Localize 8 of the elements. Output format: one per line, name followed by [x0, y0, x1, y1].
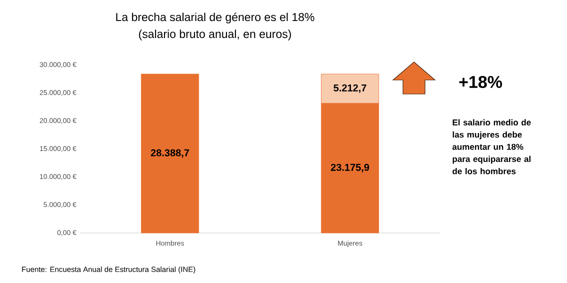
text: +18%: [459, 76, 502, 88]
data-label: 5.212,7: [334, 84, 366, 93]
data-label: 28.388,7: [150, 149, 190, 158]
chart-title: La brecha salarial de género es el 18%: [116, 12, 314, 24]
data-label: 23.175,9: [330, 164, 370, 172]
bar: [141, 74, 200, 234]
text: El salario medio de las mujeres debe aumentar un 18% para equipararse al de los hombres: [452, 119, 531, 174]
chart-subtitle: (salario bruto anual, en euros): [139, 30, 291, 40]
